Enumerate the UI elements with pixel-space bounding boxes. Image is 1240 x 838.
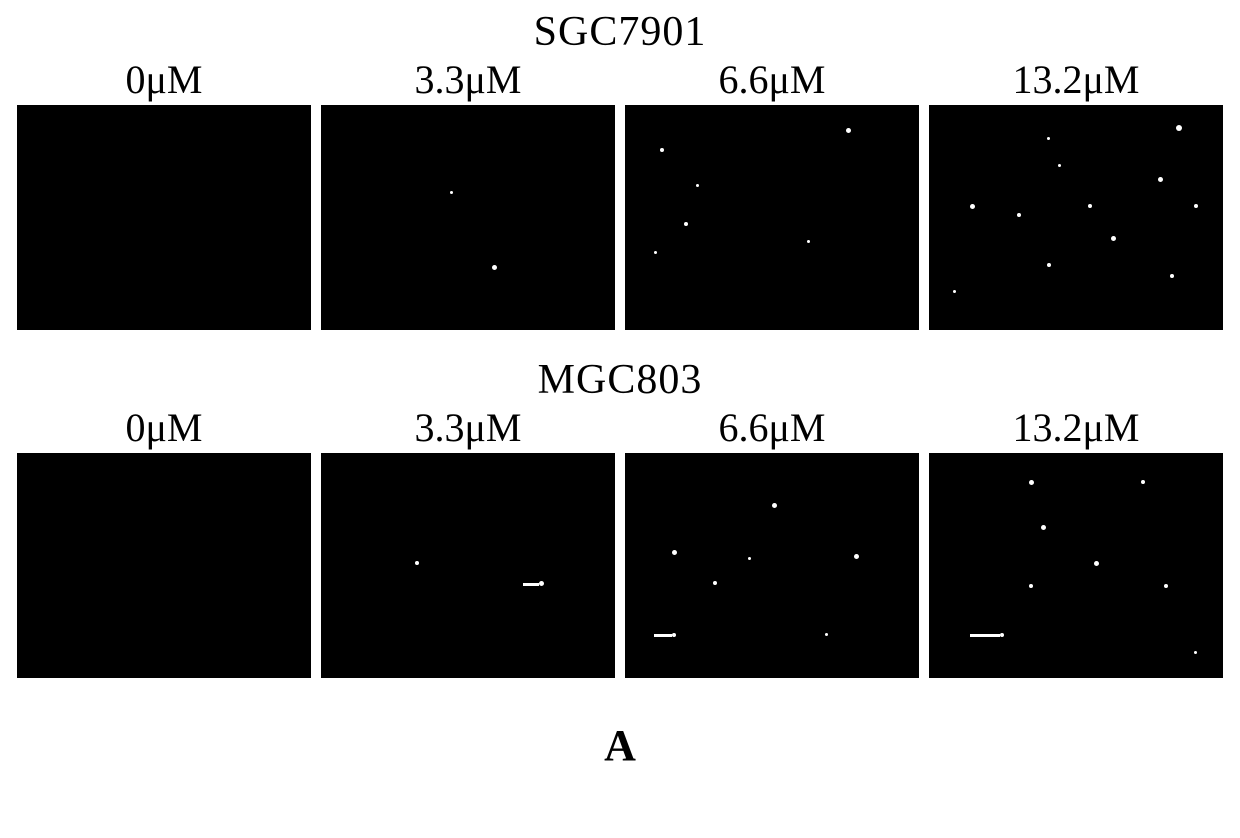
col-label: 0μM	[17, 56, 311, 103]
signal-dot	[1047, 137, 1050, 140]
col-label: 3.3μM	[321, 56, 615, 103]
col-label: 6.6μM	[625, 56, 919, 103]
signal-dot	[825, 633, 828, 636]
panel-row-sgc7901	[17, 105, 1223, 330]
signal-dot	[415, 561, 419, 565]
image-panel	[625, 105, 919, 330]
signal-dot	[1164, 584, 1168, 588]
section-title-sgc7901: SGC7901	[534, 8, 707, 56]
signal-dot	[1194, 204, 1198, 208]
section-mgc803: MGC803 0μM 3.3μM 6.6μM 13.2μM	[0, 356, 1240, 678]
signal-dot	[1047, 263, 1051, 267]
column-labels-sgc7901: 0μM 3.3μM 6.6μM 13.2μM	[17, 56, 1223, 103]
signal-dot	[953, 290, 956, 293]
image-panel	[17, 453, 311, 678]
signal-dot	[539, 581, 544, 586]
arrow-line	[970, 634, 1000, 637]
signal-dot	[1176, 125, 1182, 131]
signal-dot	[772, 503, 777, 508]
section-title-mgc803: MGC803	[538, 356, 703, 404]
signal-dot	[854, 554, 859, 559]
column-labels-mgc803: 0μM 3.3μM 6.6μM 13.2μM	[17, 404, 1223, 451]
signal-dot	[713, 581, 717, 585]
signal-dot	[1041, 525, 1046, 530]
signal-dot	[1029, 480, 1034, 485]
signal-dot	[450, 191, 453, 194]
signal-dot	[807, 240, 810, 243]
signal-dot	[1058, 164, 1061, 167]
figure-root: SGC7901 0μM 3.3μM 6.6μM 13.2μM MGC803 0μ…	[0, 8, 1240, 771]
col-label: 13.2μM	[929, 404, 1223, 451]
signal-dot	[696, 184, 699, 187]
signal-dot	[846, 128, 851, 133]
signal-dot	[1017, 213, 1021, 217]
col-label: 0μM	[17, 404, 311, 451]
image-panel	[929, 453, 1223, 678]
image-panel	[929, 105, 1223, 330]
signal-dot	[1158, 177, 1163, 182]
signal-dot	[1194, 651, 1197, 654]
signal-dot	[684, 222, 688, 226]
col-label: 13.2μM	[929, 56, 1223, 103]
signal-dot	[492, 265, 497, 270]
signal-dot	[672, 550, 677, 555]
col-label: 6.6μM	[625, 404, 919, 451]
signal-dot	[970, 204, 975, 209]
arrow-line	[654, 634, 672, 637]
col-label: 3.3μM	[321, 404, 615, 451]
signal-dot	[1141, 480, 1145, 484]
signal-dot	[1094, 561, 1099, 566]
image-panel	[17, 105, 311, 330]
figure-label: A	[604, 720, 636, 771]
signal-dot	[1170, 274, 1174, 278]
arrow-line	[523, 583, 539, 586]
signal-dot	[660, 148, 664, 152]
image-panel	[321, 105, 615, 330]
signal-dot	[1088, 204, 1092, 208]
section-sgc7901: SGC7901 0μM 3.3μM 6.6μM 13.2μM	[0, 8, 1240, 330]
image-panel	[625, 453, 919, 678]
signal-dot	[654, 251, 657, 254]
signal-dot	[1000, 633, 1004, 637]
panel-row-mgc803	[17, 453, 1223, 678]
signal-dot	[1111, 236, 1116, 241]
signal-dot	[1029, 584, 1033, 588]
signal-dot	[672, 633, 676, 637]
signal-dot	[748, 557, 751, 560]
image-panel	[321, 453, 615, 678]
